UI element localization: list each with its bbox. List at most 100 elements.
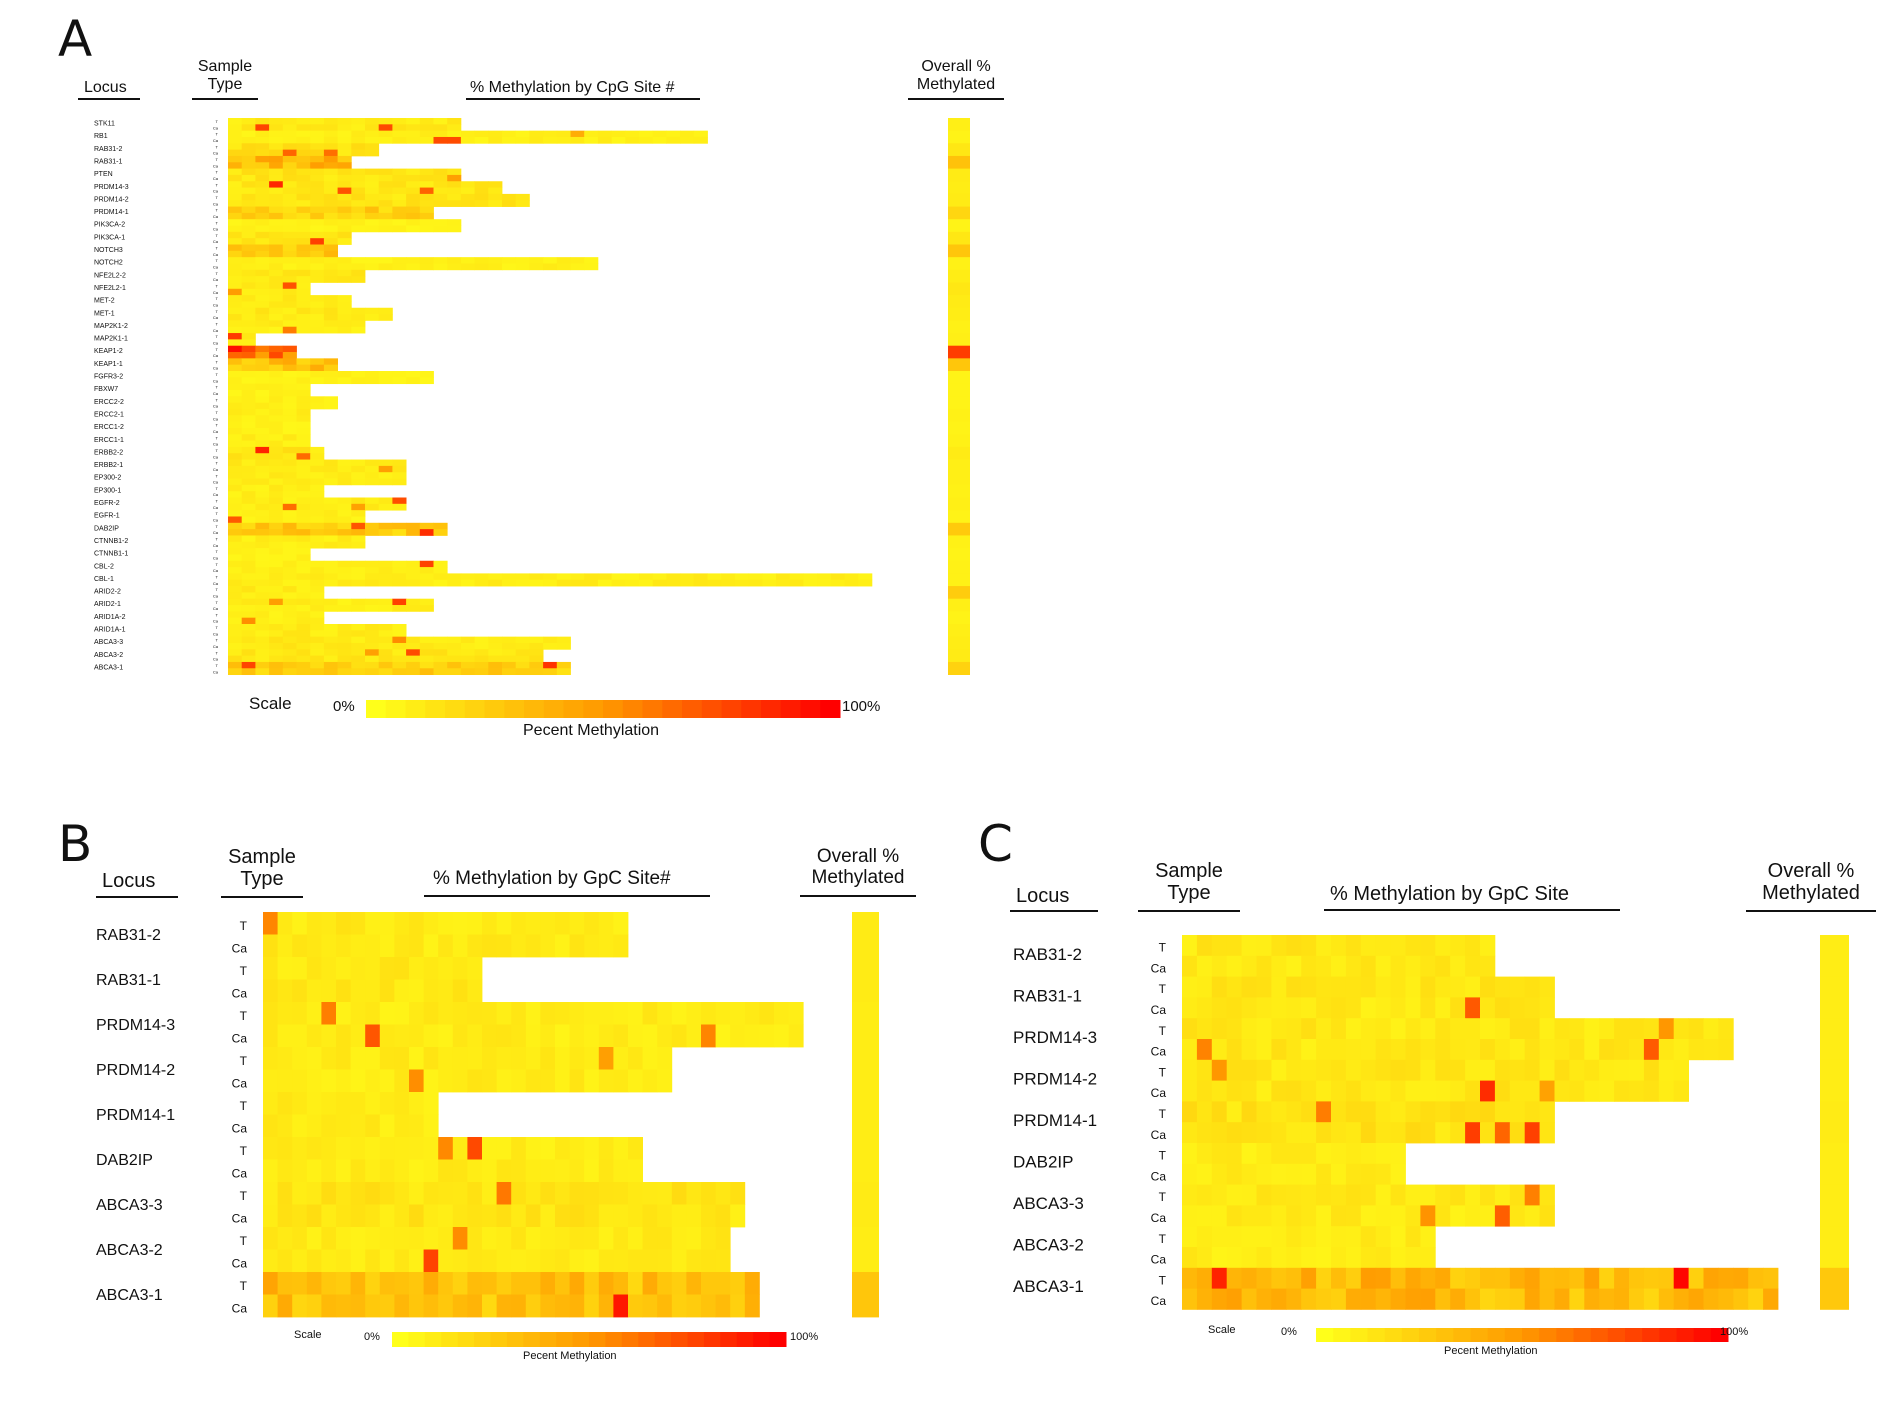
- heatmap-cell: [269, 181, 284, 188]
- locus-label: ERBB2-2: [94, 449, 123, 456]
- heatmap-cell: [474, 257, 489, 264]
- heatmap-cell: [597, 130, 612, 138]
- heatmap-cell: [1331, 1122, 1347, 1144]
- heatmap-cell: [730, 1002, 746, 1025]
- heatmap-cell: [306, 1159, 322, 1183]
- heatmap-cell: [1360, 1080, 1377, 1102]
- heatmap-cell: [1524, 976, 1540, 998]
- heatmap-cell: [310, 402, 325, 410]
- heatmap-cell: [228, 617, 243, 625]
- heatmap-cell: [474, 193, 489, 201]
- heatmap-cell: [1658, 1018, 1675, 1040]
- heatmap-cell: [525, 1024, 541, 1048]
- heatmap-cell: [715, 1249, 731, 1273]
- heatmap-cell: [350, 1204, 366, 1228]
- scale-swatch: [523, 1332, 541, 1347]
- heatmap-cell: [1241, 955, 1257, 977]
- heatmap-cell: [350, 1024, 366, 1048]
- heatmap-cell: [598, 1227, 614, 1250]
- heatmap-cell: [255, 516, 270, 524]
- heatmap-cell: [336, 1294, 351, 1318]
- heatmap-cell: [447, 661, 462, 669]
- heatmap-cell: [406, 661, 421, 669]
- heatmap-cell: [433, 573, 448, 581]
- heatmap-cell: [515, 636, 530, 644]
- heatmap-cell: [1554, 1267, 1570, 1289]
- heatmap-cell: [269, 421, 284, 429]
- heatmap-cell: [789, 573, 804, 581]
- heatmap-cell: [433, 118, 448, 125]
- sample-type-label: T: [216, 549, 219, 554]
- heatmap-cell: [628, 1227, 643, 1250]
- heatmap-cell: [306, 1294, 322, 1318]
- heatmap-cell: [378, 200, 393, 207]
- heatmap-cell: [310, 541, 325, 549]
- heatmap-cell: [282, 453, 297, 460]
- heatmap-cell: [1226, 976, 1242, 998]
- heatmap-cell: [394, 1137, 410, 1160]
- heatmap-cell: [337, 231, 352, 239]
- heatmap-cell: [365, 649, 380, 657]
- heatmap-cell: [378, 655, 393, 663]
- heatmap-cell: [1316, 1101, 1332, 1123]
- heatmap-cell: [1196, 1059, 1213, 1081]
- heatmap-cell: [1465, 955, 1481, 977]
- heatmap-cell: [460, 579, 475, 587]
- heatmap-cell: [282, 497, 297, 505]
- heatmap-cell: [323, 269, 338, 277]
- heatmap-cell: [570, 257, 585, 264]
- overall-cell: [948, 130, 970, 144]
- sample-type-label: Ca: [213, 125, 219, 130]
- heatmap-cell: [584, 1137, 600, 1160]
- heatmap-cell: [584, 1249, 600, 1273]
- heatmap-cell: [1748, 1288, 1764, 1310]
- sample-type-label: Ca: [213, 593, 219, 598]
- heatmap-cell: [228, 649, 243, 657]
- heatmap-cell: [1271, 1226, 1287, 1248]
- heatmap-cell: [406, 567, 421, 574]
- locus-header: Locus: [84, 79, 127, 96]
- heatmap-cell: [1182, 1101, 1198, 1123]
- heatmap-cell: [255, 231, 270, 239]
- heatmap-cell: [1316, 1080, 1332, 1102]
- heatmap-cell: [447, 225, 462, 233]
- heatmap-cell: [1196, 997, 1213, 1019]
- heatmap-cell: [336, 1069, 351, 1093]
- heatmap-cell: [255, 535, 270, 543]
- heatmap-cell: [228, 333, 243, 340]
- overall-cell: [948, 573, 970, 587]
- locus-label: NOTCH3: [94, 247, 123, 254]
- sample-type-label: Ca: [1151, 1294, 1167, 1308]
- heatmap-cell: [556, 642, 571, 650]
- heatmap-cell: [1331, 1101, 1347, 1123]
- heatmap-cell: [228, 434, 243, 441]
- heatmap-cell: [406, 529, 421, 536]
- heatmap-cell: [241, 478, 256, 486]
- heatmap-cell: [321, 1069, 337, 1093]
- heatmap-cell: [351, 573, 366, 581]
- scale-swatch: [1350, 1328, 1368, 1342]
- heatmap-cell: [228, 465, 243, 473]
- heatmap-cell: [292, 1294, 308, 1318]
- heatmap-cell: [693, 579, 708, 587]
- heatmap-cell: [269, 162, 284, 169]
- heatmap-cell: [419, 668, 434, 676]
- heatmap-cell: [467, 912, 483, 935]
- heatmap-cell: [1465, 1205, 1481, 1227]
- heatmap-cell: [255, 181, 270, 188]
- heatmap-cell: [282, 541, 297, 549]
- heatmap-cell: [419, 522, 434, 530]
- heatmap-cell: [282, 352, 297, 359]
- heatmap-cell: [1420, 1101, 1436, 1123]
- heatmap-cell: [241, 598, 256, 606]
- heatmap-cell: [365, 168, 380, 176]
- scale-swatch: [1676, 1328, 1695, 1342]
- heatmap-cell: [406, 200, 421, 207]
- heatmap-cell: [540, 1047, 556, 1070]
- sample-type-label: T: [216, 524, 219, 529]
- heatmap-cell: [570, 579, 585, 587]
- heatmap-cell: [350, 979, 366, 1003]
- heatmap-cell: [269, 307, 284, 315]
- heatmap-cell: [269, 503, 284, 511]
- heatmap-cell: [337, 529, 352, 536]
